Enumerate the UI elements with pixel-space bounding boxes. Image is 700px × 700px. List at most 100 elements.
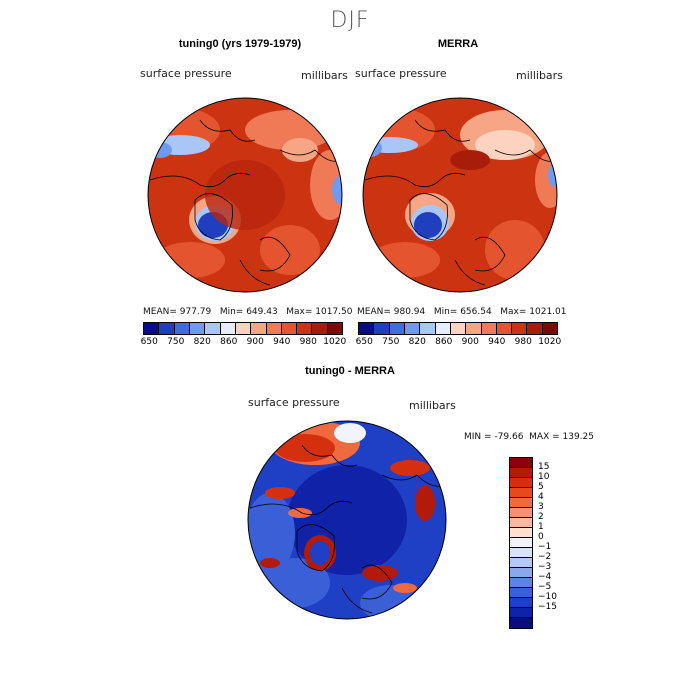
panel1-title: tuning0 (yrs 1979-1979): [178, 38, 302, 50]
panel3-colorbar: [509, 457, 533, 629]
colorbar-swatch: [510, 488, 532, 498]
colorbar-swatch: [510, 598, 532, 608]
panel3-stats: MIN = -79.66 MAX = 139.25: [464, 432, 594, 442]
colorbar-tick-label: 650: [140, 337, 158, 347]
colorbar-swatch: [189, 323, 206, 334]
colorbar-tick-label: 860: [435, 337, 453, 347]
colorbar-tick-label: 900: [461, 337, 479, 347]
colorbar-swatch: [251, 323, 267, 334]
colorbar-swatch: [510, 468, 532, 478]
colorbar-swatch: [359, 323, 375, 334]
colorbar-swatch: [235, 323, 252, 334]
colorbar-swatch: [542, 323, 558, 334]
colorbar-tick-label: −5: [538, 582, 552, 592]
colorbar-tick-label: 750: [382, 337, 400, 347]
colorbar-swatch: [510, 568, 532, 578]
colorbar-swatch: [174, 323, 190, 334]
colorbar-swatch: [159, 323, 175, 334]
colorbar-swatch: [510, 528, 532, 538]
colorbar-swatch: [512, 323, 528, 334]
colorbar-tick-label: 15: [538, 462, 550, 472]
panel2-stats: MEAN= 980.94 Min= 656.54 Max= 1021.01: [357, 307, 567, 317]
panel3-colorbar-ticks: 15 10 5 4 3 2 1 0 −1 −2 −3 −4 −5 −10 −15: [538, 457, 578, 627]
colorbar-swatch: [374, 323, 390, 334]
colorbar-tick-label: 820: [408, 337, 426, 347]
panel2-title: MERRA: [437, 38, 479, 50]
panel3-coastlines: [249, 444, 446, 614]
panel3-variable-label: surface pressure: [248, 396, 340, 409]
colorbar-tick-label: 900: [246, 337, 264, 347]
panel2-field: [363, 98, 557, 292]
colorbar-swatch: [510, 518, 532, 528]
colorbar-swatch: [327, 323, 343, 334]
colorbar-swatch: [510, 608, 532, 618]
colorbar-swatch: [389, 323, 405, 334]
colorbar-tick-label: 1: [538, 522, 544, 532]
panel1-variable-label: surface pressure: [140, 67, 232, 80]
colorbar-tick-label: 10: [538, 472, 550, 482]
panel1-coastlines: [149, 119, 341, 286]
colorbar-tick-label: −3: [538, 562, 552, 572]
colorbar-tick-label: 940: [273, 337, 291, 347]
panel1-colorbar-ticks: 650 750 820 860 900 940 980 1020: [136, 337, 348, 347]
colorbar-tick-label: 5: [538, 482, 544, 492]
colorbar-swatch: [281, 323, 298, 334]
colorbar-swatch: [496, 323, 513, 334]
panel3-field: [248, 421, 446, 619]
colorbar-tick-label: 4: [538, 492, 544, 502]
panel2-units-label: millibars: [516, 69, 563, 82]
colorbar-tick-label: 750: [167, 337, 185, 347]
season-title: DJF: [330, 8, 370, 33]
colorbar-swatch: [205, 323, 221, 334]
colorbar-tick-label: 2: [538, 512, 544, 522]
panel1-colorbar: [143, 322, 343, 335]
panel1-units-label: millibars: [301, 69, 348, 82]
colorbar-swatch: [510, 588, 532, 598]
colorbar-swatch: [266, 323, 282, 334]
colorbar-swatch: [510, 548, 532, 558]
colorbar-tick-label: 860: [220, 337, 238, 347]
colorbar-tick-label: 980: [299, 337, 317, 347]
colorbar-swatch: [527, 323, 543, 334]
colorbar-swatch: [404, 323, 421, 334]
colorbar-swatch: [420, 323, 436, 334]
colorbar-tick-label: 1020: [538, 337, 562, 347]
panel2-colorbar: [358, 322, 558, 335]
colorbar-swatch: [435, 323, 451, 334]
colorbar-swatch: [510, 498, 532, 508]
panel3-map: [247, 420, 447, 620]
colorbar-tick-label: 940: [488, 337, 506, 347]
colorbar-swatch: [510, 618, 532, 628]
panel3-title: tuning0 - MERRA: [305, 365, 395, 377]
colorbar-tick-label: 820: [193, 337, 211, 347]
colorbar-swatch: [466, 323, 482, 334]
colorbar-tick-label: 650: [355, 337, 373, 347]
colorbar-swatch: [144, 323, 160, 334]
panel1-stats: MEAN= 977.79 Min= 649.43 Max= 1017.50: [143, 307, 353, 317]
colorbar-swatch: [510, 578, 532, 588]
panel2-colorbar-ticks: 650 750 820 860 900 940 980 1020: [351, 337, 563, 347]
colorbar-swatch: [510, 458, 532, 468]
panel3-units-label: millibars: [409, 399, 456, 412]
colorbar-tick-label: −15: [538, 602, 557, 612]
colorbar-tick-label: 980: [514, 337, 532, 347]
colorbar-swatch: [312, 323, 328, 334]
colorbar-tick-label: −10: [538, 592, 557, 602]
colorbar-swatch: [510, 558, 532, 568]
colorbar-swatch: [297, 323, 313, 334]
colorbar-swatch: [510, 538, 532, 548]
colorbar-swatch: [481, 323, 497, 334]
panel2-variable-label: surface pressure: [355, 67, 447, 80]
colorbar-tick-label: −2: [538, 552, 552, 562]
colorbar-swatch: [220, 323, 236, 334]
colorbar-tick-label: −1: [538, 542, 552, 552]
panel1-map: [147, 97, 343, 293]
colorbar-tick-label: 1020: [323, 337, 347, 347]
panel2-map: [362, 97, 558, 293]
colorbar-tick-label: 0: [538, 532, 544, 542]
colorbar-swatch: [450, 323, 467, 334]
colorbar-tick-label: 3: [538, 502, 544, 512]
panel2-coastlines: [364, 119, 556, 286]
colorbar-swatch: [510, 478, 532, 488]
colorbar-tick-label: −4: [538, 572, 552, 582]
